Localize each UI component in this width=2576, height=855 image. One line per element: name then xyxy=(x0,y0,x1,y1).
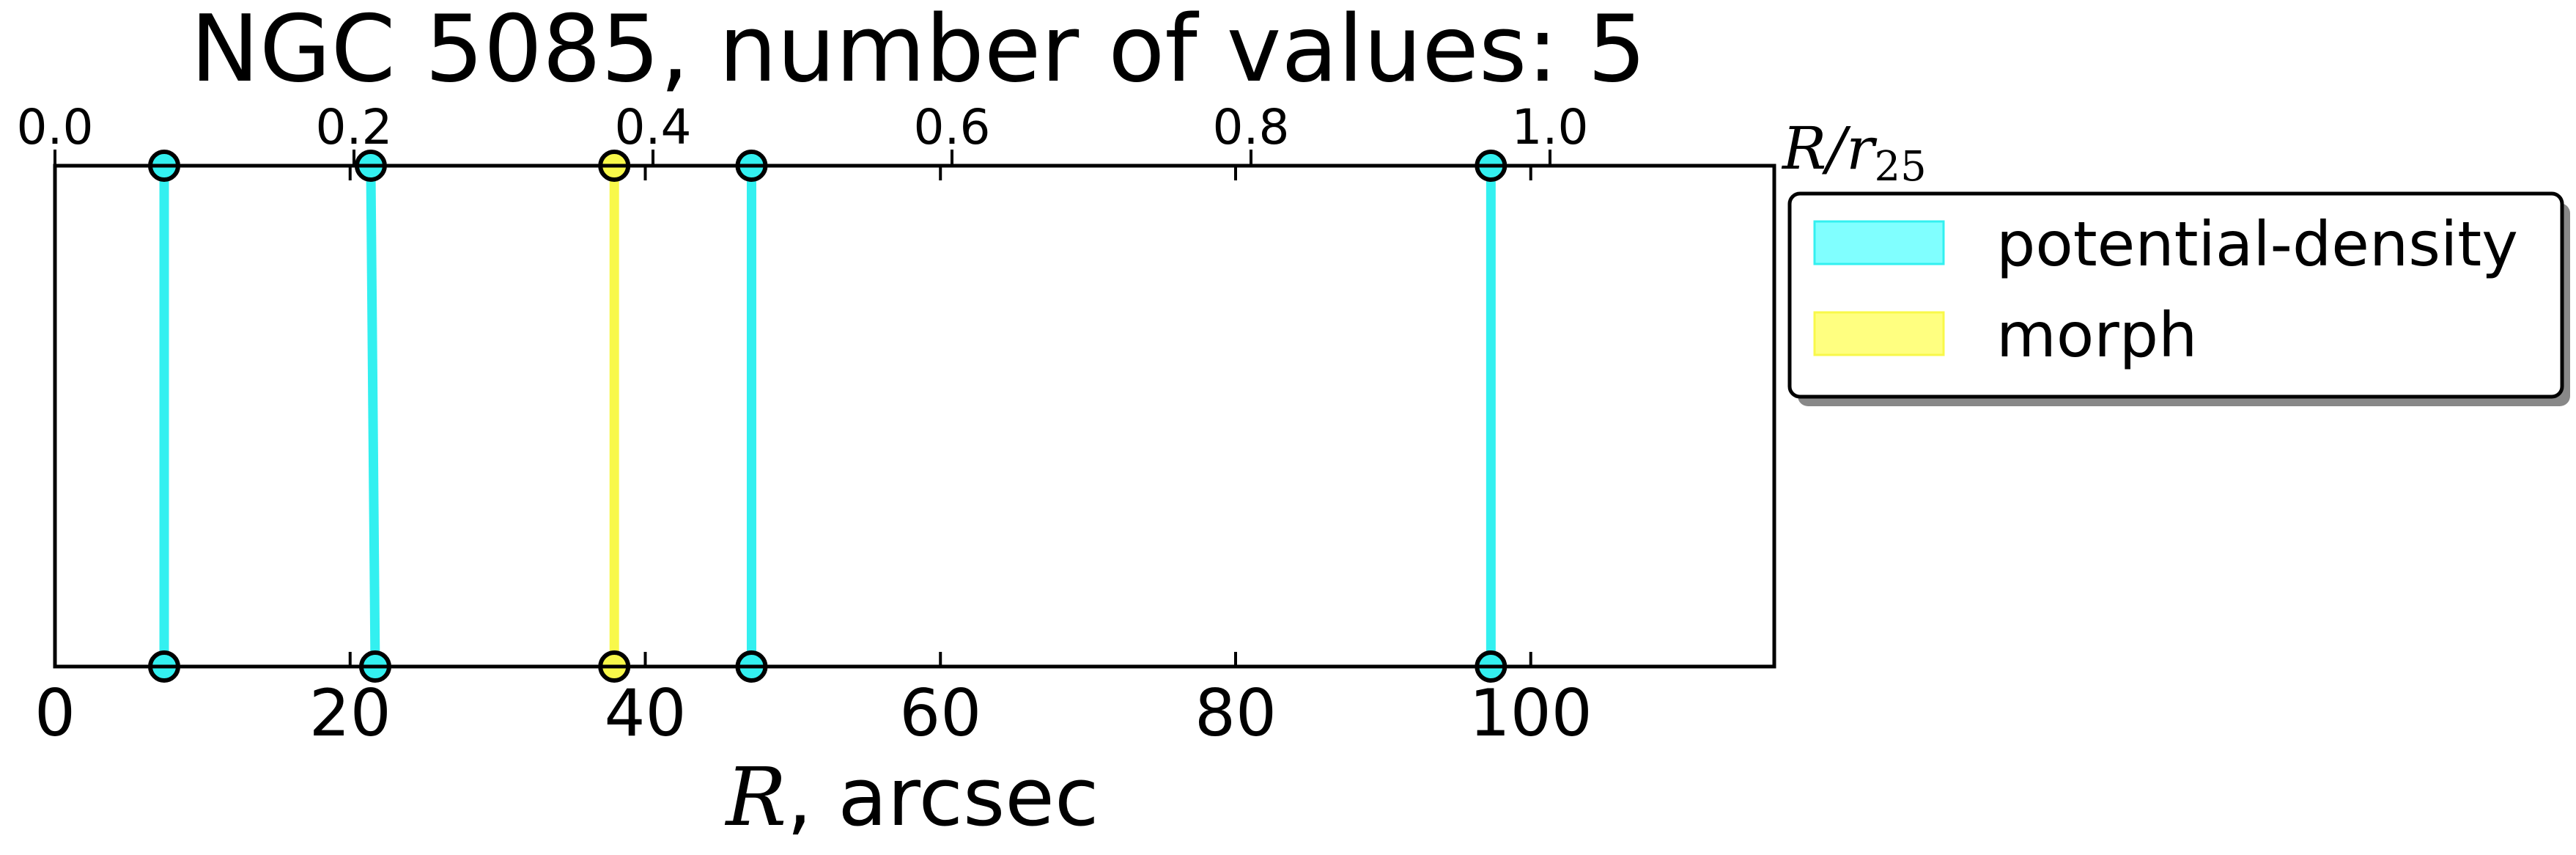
bottom-tick-label: 0 xyxy=(34,675,75,751)
plot-frame xyxy=(53,164,1776,669)
series-layer xyxy=(148,150,1507,683)
bottom-tick-label: 100 xyxy=(1469,675,1593,751)
legend-swatch-morph xyxy=(1813,311,1945,356)
top-tick-label: 0.4 xyxy=(615,99,692,155)
top-tick-label: 0.6 xyxy=(914,99,991,155)
top-tick-label: 0.2 xyxy=(316,99,393,155)
bottom-tick-label: 80 xyxy=(1195,675,1277,751)
legend-swatch-potential-density xyxy=(1813,220,1945,265)
bottom-tick-label: 60 xyxy=(899,675,981,751)
series-line-potential-density xyxy=(366,165,380,667)
chart-title: NGC 5085, number of values: 5 xyxy=(191,0,1646,103)
legend-box xyxy=(1787,191,2564,399)
legend-label-potential-density: potential-density xyxy=(1996,208,2518,280)
x-axis-label-unit: , arcsec xyxy=(786,750,1099,844)
top-axis-label-main: R/r xyxy=(1781,114,1878,183)
x-axis-label-symbol: R xyxy=(725,750,787,844)
top-axis-label: R/r25 xyxy=(1781,114,1927,191)
legend: potential-density morph xyxy=(1787,191,2570,406)
top-tick-label: 0.8 xyxy=(1213,99,1290,155)
top-axis-ticks: 0.0 0.2 0.4 0.6 0.8 1.0 xyxy=(17,99,1589,166)
legend-label-morph: morph xyxy=(1996,299,2197,371)
bottom-axis-ticks: 0 20 40 60 80 100 xyxy=(34,166,1593,751)
bottom-tick-label: 20 xyxy=(309,675,391,751)
top-tick-label: 0.0 xyxy=(17,99,94,155)
x-axis-label: R, arcsec xyxy=(725,750,1099,844)
bottom-tick-label: 40 xyxy=(605,675,687,751)
top-axis-label-subscript: 25 xyxy=(1874,143,1926,191)
top-tick-label: 1.0 xyxy=(1512,99,1589,155)
